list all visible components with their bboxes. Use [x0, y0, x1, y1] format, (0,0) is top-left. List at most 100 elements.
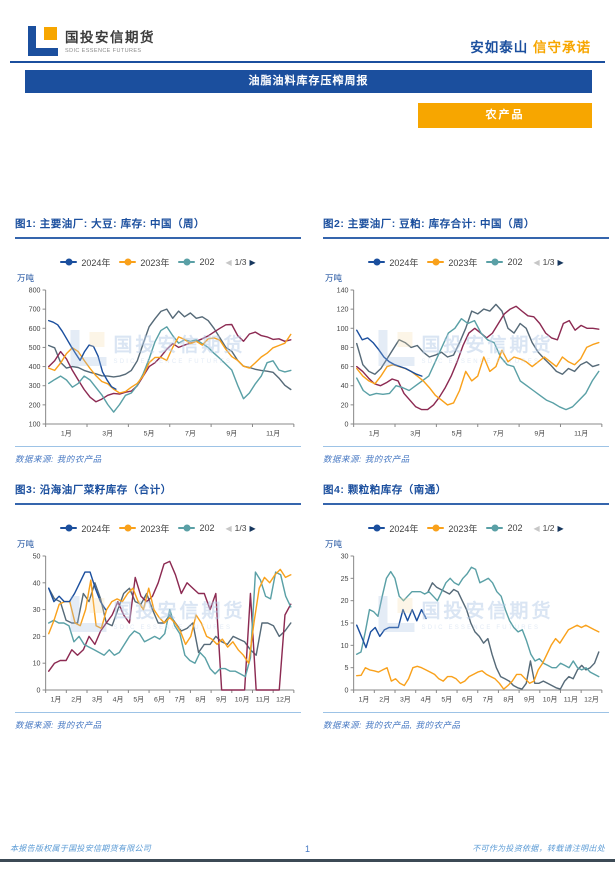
- chart-plot-area: 0 20 40 60 80 100 120 140 1月 3月 5月 7月 9月 11月 国投安信期货 S…: [323, 285, 609, 442]
- chart-plot-area: 0 5 10 15 20 25 30 1月 2月 3月 4月 5月 6月 7月 8月 9月 10月 11月 12月 …: [323, 551, 609, 708]
- legend-marker-icon: [178, 524, 196, 532]
- legend-item-1[interactable]: 2023年: [119, 256, 169, 269]
- chart-plot-area: 100 200 300 400 500 600 700 800 1月 3月 5月 7月 9月 11月 国投…: [15, 285, 301, 442]
- chart-plot: 100 200 300 400 500 600 700 800 1月 3月 5月 7月 9月 11月: [29, 288, 295, 438]
- panel-separator: [323, 712, 609, 713]
- svg-text:11月: 11月: [574, 430, 588, 438]
- svg-text:9月: 9月: [226, 430, 237, 438]
- legend-item-0[interactable]: 2024年: [368, 256, 418, 269]
- svg-text:20: 20: [341, 598, 349, 605]
- legend-item-1[interactable]: 2023年: [427, 256, 477, 269]
- legend-prev-icon[interactable]: ◀: [533, 523, 540, 533]
- report-title-banner: 油脂油料库存压榨周报: [25, 70, 592, 93]
- svg-text:100: 100: [337, 326, 349, 333]
- legend-item-2[interactable]: 202: [178, 523, 214, 533]
- svg-text:10月: 10月: [543, 696, 558, 704]
- panel-separator: [323, 446, 609, 447]
- chart-panel-fig4: 图4: 颗粒粕库存（南通） 2024年 2023年 202 ◀ 1/2 ▶ 万吨 0 5 10…: [323, 482, 609, 731]
- legend-pagination: ◀ 1/3 ▶: [533, 257, 563, 267]
- chart-plot: 0 5 10 15 20 25 30 1月 2月 3月 4月 5月 6月 7月 8月 9月 10月 11月 12月: [341, 554, 603, 704]
- chart-title: 图4: 颗粒粕库存（南通）: [323, 482, 609, 505]
- svg-text:20: 20: [33, 634, 41, 641]
- legend-label: 2024年: [81, 523, 111, 534]
- svg-text:60: 60: [341, 364, 349, 371]
- chart-title: 图1: 主要油厂: 大豆: 库存: 中国（周）: [15, 216, 301, 239]
- chart-grid: 图1: 主要油厂: 大豆: 库存: 中国（周） 2024年 2023年 202 ◀ 1/…: [15, 216, 609, 731]
- legend-item-2[interactable]: 202: [486, 523, 522, 533]
- svg-text:6月: 6月: [154, 696, 165, 704]
- svg-text:120: 120: [337, 307, 349, 314]
- legend-label: 2023年: [448, 523, 478, 534]
- legend-marker-icon: [427, 258, 445, 266]
- svg-text:40: 40: [341, 383, 349, 390]
- chart-panel-fig3: 图3: 沿海油厂菜籽库存（合计） 2024年 2023年 202 ◀ 1/3 ▶ 万吨 0…: [15, 482, 301, 731]
- legend-label: 202: [199, 257, 215, 267]
- logo-subtitle: SDIC ESSENCE FUTURES: [65, 48, 142, 54]
- legend-item-1[interactable]: 2023年: [427, 522, 477, 535]
- legend-item-0[interactable]: 2024年: [60, 522, 110, 535]
- svg-text:1月: 1月: [51, 696, 62, 704]
- svg-text:0: 0: [345, 422, 349, 429]
- svg-text:7月: 7月: [493, 430, 504, 438]
- legend-label: 202: [507, 523, 523, 533]
- svg-text:5月: 5月: [144, 430, 155, 438]
- svg-text:8月: 8月: [195, 696, 206, 704]
- legend-item-2[interactable]: 202: [178, 257, 214, 267]
- legend-label: 2024年: [389, 257, 419, 268]
- svg-text:12月: 12月: [276, 696, 291, 704]
- legend-item-1[interactable]: 2023年: [119, 522, 169, 535]
- category-button[interactable]: 农产品: [418, 103, 592, 128]
- legend-prev-icon[interactable]: ◀: [533, 257, 540, 267]
- svg-text:8月: 8月: [503, 696, 514, 704]
- chart-legend: 2024年 2023年 202 ◀ 1/3 ▶: [15, 256, 301, 268]
- legend-pagination: ◀ 1/3 ▶: [225, 523, 255, 533]
- svg-text:5月: 5月: [452, 430, 463, 438]
- svg-text:0: 0: [37, 688, 41, 695]
- panel-separator: [15, 712, 301, 713]
- header-rule: [10, 61, 605, 63]
- svg-text:9月: 9月: [534, 430, 545, 438]
- svg-text:0: 0: [345, 688, 349, 695]
- legend-page-indicator: 1/3: [234, 257, 247, 267]
- svg-text:11月: 11月: [256, 696, 270, 704]
- legend-prev-icon[interactable]: ◀: [225, 257, 232, 267]
- logo-icon: [28, 26, 58, 56]
- svg-text:500: 500: [29, 345, 41, 352]
- chart-panel-fig2: 图2: 主要油厂: 豆粕: 库存合计: 中国（周） 2024年 2023年 202 ◀…: [323, 216, 609, 465]
- svg-text:100: 100: [29, 422, 41, 429]
- svg-text:140: 140: [337, 288, 349, 295]
- source-note: 数据来源: 我的农产品: [323, 454, 410, 464]
- legend-marker-icon: [119, 524, 137, 532]
- legend-marker-icon: [368, 524, 386, 532]
- legend-next-icon[interactable]: ▶: [249, 257, 256, 267]
- svg-text:40: 40: [33, 580, 41, 587]
- legend-label: 2023年: [140, 257, 170, 268]
- legend-prev-icon[interactable]: ◀: [225, 523, 232, 533]
- svg-text:5: 5: [345, 665, 349, 672]
- svg-text:80: 80: [341, 345, 349, 352]
- legend-item-0[interactable]: 2024年: [368, 522, 418, 535]
- legend-next-icon[interactable]: ▶: [249, 523, 256, 533]
- svg-text:7月: 7月: [483, 696, 494, 704]
- legend-next-icon[interactable]: ▶: [557, 257, 564, 267]
- svg-text:25: 25: [341, 576, 349, 583]
- source-note: 数据来源: 我的农产品: [15, 454, 102, 464]
- svg-text:3月: 3月: [92, 696, 103, 704]
- svg-text:4月: 4月: [113, 696, 124, 704]
- chart-legend: 2024年 2023年 202 ◀ 1/3 ▶: [323, 256, 609, 268]
- legend-label: 2023年: [140, 523, 170, 534]
- source-note: 数据来源: 我的农产品: [15, 720, 102, 730]
- chart-legend: 2024年 2023年 202 ◀ 1/3 ▶: [15, 522, 301, 534]
- svg-text:50: 50: [33, 554, 41, 561]
- svg-text:600: 600: [29, 326, 41, 333]
- legend-marker-icon: [119, 258, 137, 266]
- svg-text:10: 10: [33, 661, 41, 668]
- legend-label: 2024年: [389, 523, 419, 534]
- legend-label: 202: [507, 257, 523, 267]
- svg-text:9月: 9月: [524, 696, 535, 704]
- legend-next-icon[interactable]: ▶: [557, 523, 564, 533]
- legend-item-2[interactable]: 202: [486, 257, 522, 267]
- svg-text:4月: 4月: [421, 696, 432, 704]
- svg-text:15: 15: [341, 621, 349, 628]
- legend-item-0[interactable]: 2024年: [60, 256, 110, 269]
